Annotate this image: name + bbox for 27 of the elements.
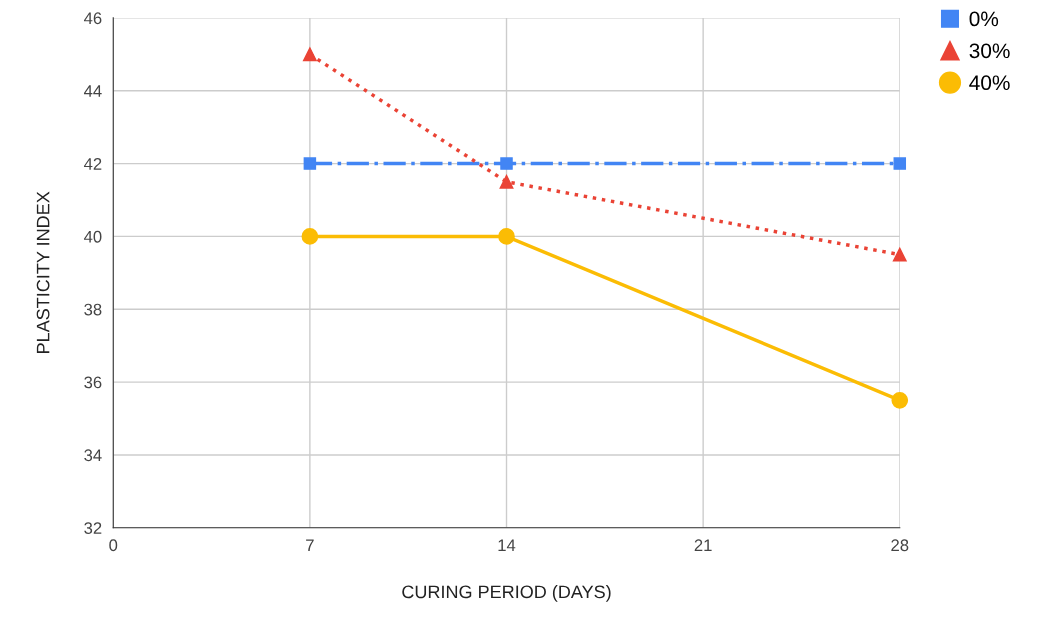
y-tick-label: 34 [84, 449, 102, 462]
y-tick-label: 44 [83, 85, 102, 97]
x-axis-title: CURING PERIOD (DAYS) [402, 584, 611, 602]
y-tick-label: 46 [83, 12, 102, 25]
x-tick-label: 28 [891, 539, 909, 552]
point [302, 47, 317, 62]
point [500, 157, 513, 170]
point [892, 247, 907, 262]
x-tick-label: 21 [694, 539, 712, 551]
legend-label: 30% [969, 43, 1010, 59]
x-tick-label: 7 [306, 539, 314, 551]
legend-label: 40% [969, 75, 1010, 91]
y-tick-label: 36 [84, 376, 102, 389]
point [303, 157, 317, 170]
y-tick-label: 42 [83, 157, 102, 170]
y-tick-label: 32 [84, 522, 102, 534]
y-axis-title: PLASTICITY INDEX [36, 191, 50, 353]
point [301, 228, 319, 245]
x-tick-label: 14 [498, 539, 516, 551]
point [893, 157, 907, 170]
y-tick-label: 40 [83, 230, 102, 243]
y-tick-label: 38 [84, 303, 102, 316]
point [891, 391, 909, 409]
point [498, 228, 515, 245]
legend-label: 0% [969, 11, 999, 27]
x-tick-label: 0 [109, 539, 118, 552]
point [499, 174, 514, 189]
